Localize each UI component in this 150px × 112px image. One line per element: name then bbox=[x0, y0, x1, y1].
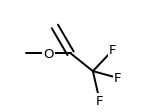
Text: F: F bbox=[114, 72, 121, 85]
Text: F: F bbox=[96, 94, 103, 107]
Text: F: F bbox=[109, 44, 117, 57]
Text: O: O bbox=[43, 47, 53, 60]
